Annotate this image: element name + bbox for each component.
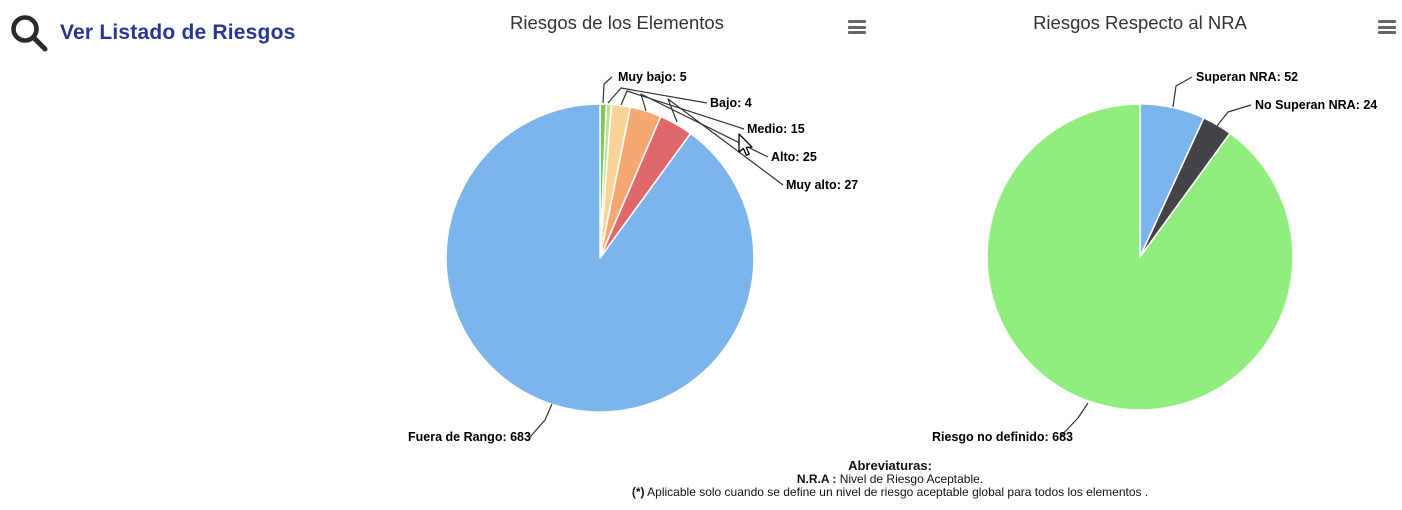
chart-title-riesgos-elementos: Riesgos de los Elementos	[510, 12, 724, 33]
pie-slice-riesgo-no-definido[interactable]	[986, 103, 1294, 411]
pie-data-label-no-superan-nra: No Superan NRA: 24	[1255, 98, 1377, 112]
search-icon	[11, 15, 48, 52]
mouse-cursor	[738, 133, 753, 156]
abbreviation-nra: N.R.A : Nivel de Riesgo Aceptable.	[796, 471, 984, 486]
abbreviation-asterisk: (*) Aplicable solo cuando se define un n…	[631, 485, 1149, 499]
data-label-connector	[607, 87, 708, 104]
pie-chart-riesgos-nra: Superan NRA: 52 No Superan NRA: 24 Riesgo …	[932, 70, 1377, 444]
data-label-connector	[620, 90, 745, 130]
pie-data-label-fuera-de-rango: Fuera de Rango: 683	[408, 430, 531, 444]
pie-data-label-medio: Medio: 15	[747, 122, 805, 136]
pie-chart-riesgos-elementos: Muy bajo: 5 Bajo: 4 Medio: 15 Alto: 25 Muy a…	[408, 70, 858, 444]
abbreviations-heading: Abreviaturas:	[848, 458, 932, 473]
pie-slice-fuera-de-rango[interactable]	[445, 103, 755, 413]
data-label-connector	[667, 98, 784, 186]
pie-data-label-riesgo-no-definido: Riesgo no definido: 683	[932, 430, 1073, 444]
data-label-connector	[1172, 76, 1193, 108]
chart-title-riesgos-nra: Riesgos Respecto al NRA	[1033, 12, 1247, 33]
pie-data-label-muy-alto: Muy alto: 27	[786, 178, 858, 192]
link-label: Ver Listado de Riesgos	[60, 21, 296, 44]
data-label-connector	[640, 93, 769, 158]
data-label-connector	[1059, 402, 1089, 438]
data-label-connector	[1216, 104, 1252, 127]
pie-data-label-bajo: Bajo: 4	[710, 96, 752, 110]
chart-context-menu-icon[interactable]	[1378, 20, 1396, 34]
pie-data-label-muy-bajo: Muy bajo: 5	[618, 70, 687, 84]
data-label-connector	[529, 403, 553, 438]
chart-context-menu-icon[interactable]	[848, 20, 866, 34]
data-label-connector	[602, 76, 613, 104]
pie-data-label-alto: Alto: 25	[771, 150, 817, 164]
abbreviations-note: Abreviaturas: N.R.A : Nivel de Riesgo Ac…	[390, 459, 1390, 500]
pie-data-label-superan-nra: Superan NRA: 52	[1196, 70, 1298, 84]
ver-listado-de-riesgos-link[interactable]: Ver Listado de Riesgos	[8, 12, 295, 54]
